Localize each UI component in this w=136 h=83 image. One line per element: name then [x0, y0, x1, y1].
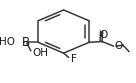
Text: O: O: [114, 42, 122, 51]
Text: O: O: [99, 30, 107, 40]
Text: OH: OH: [33, 48, 48, 58]
Text: HO: HO: [0, 37, 16, 47]
Text: B: B: [22, 36, 30, 49]
Text: F: F: [71, 54, 77, 64]
